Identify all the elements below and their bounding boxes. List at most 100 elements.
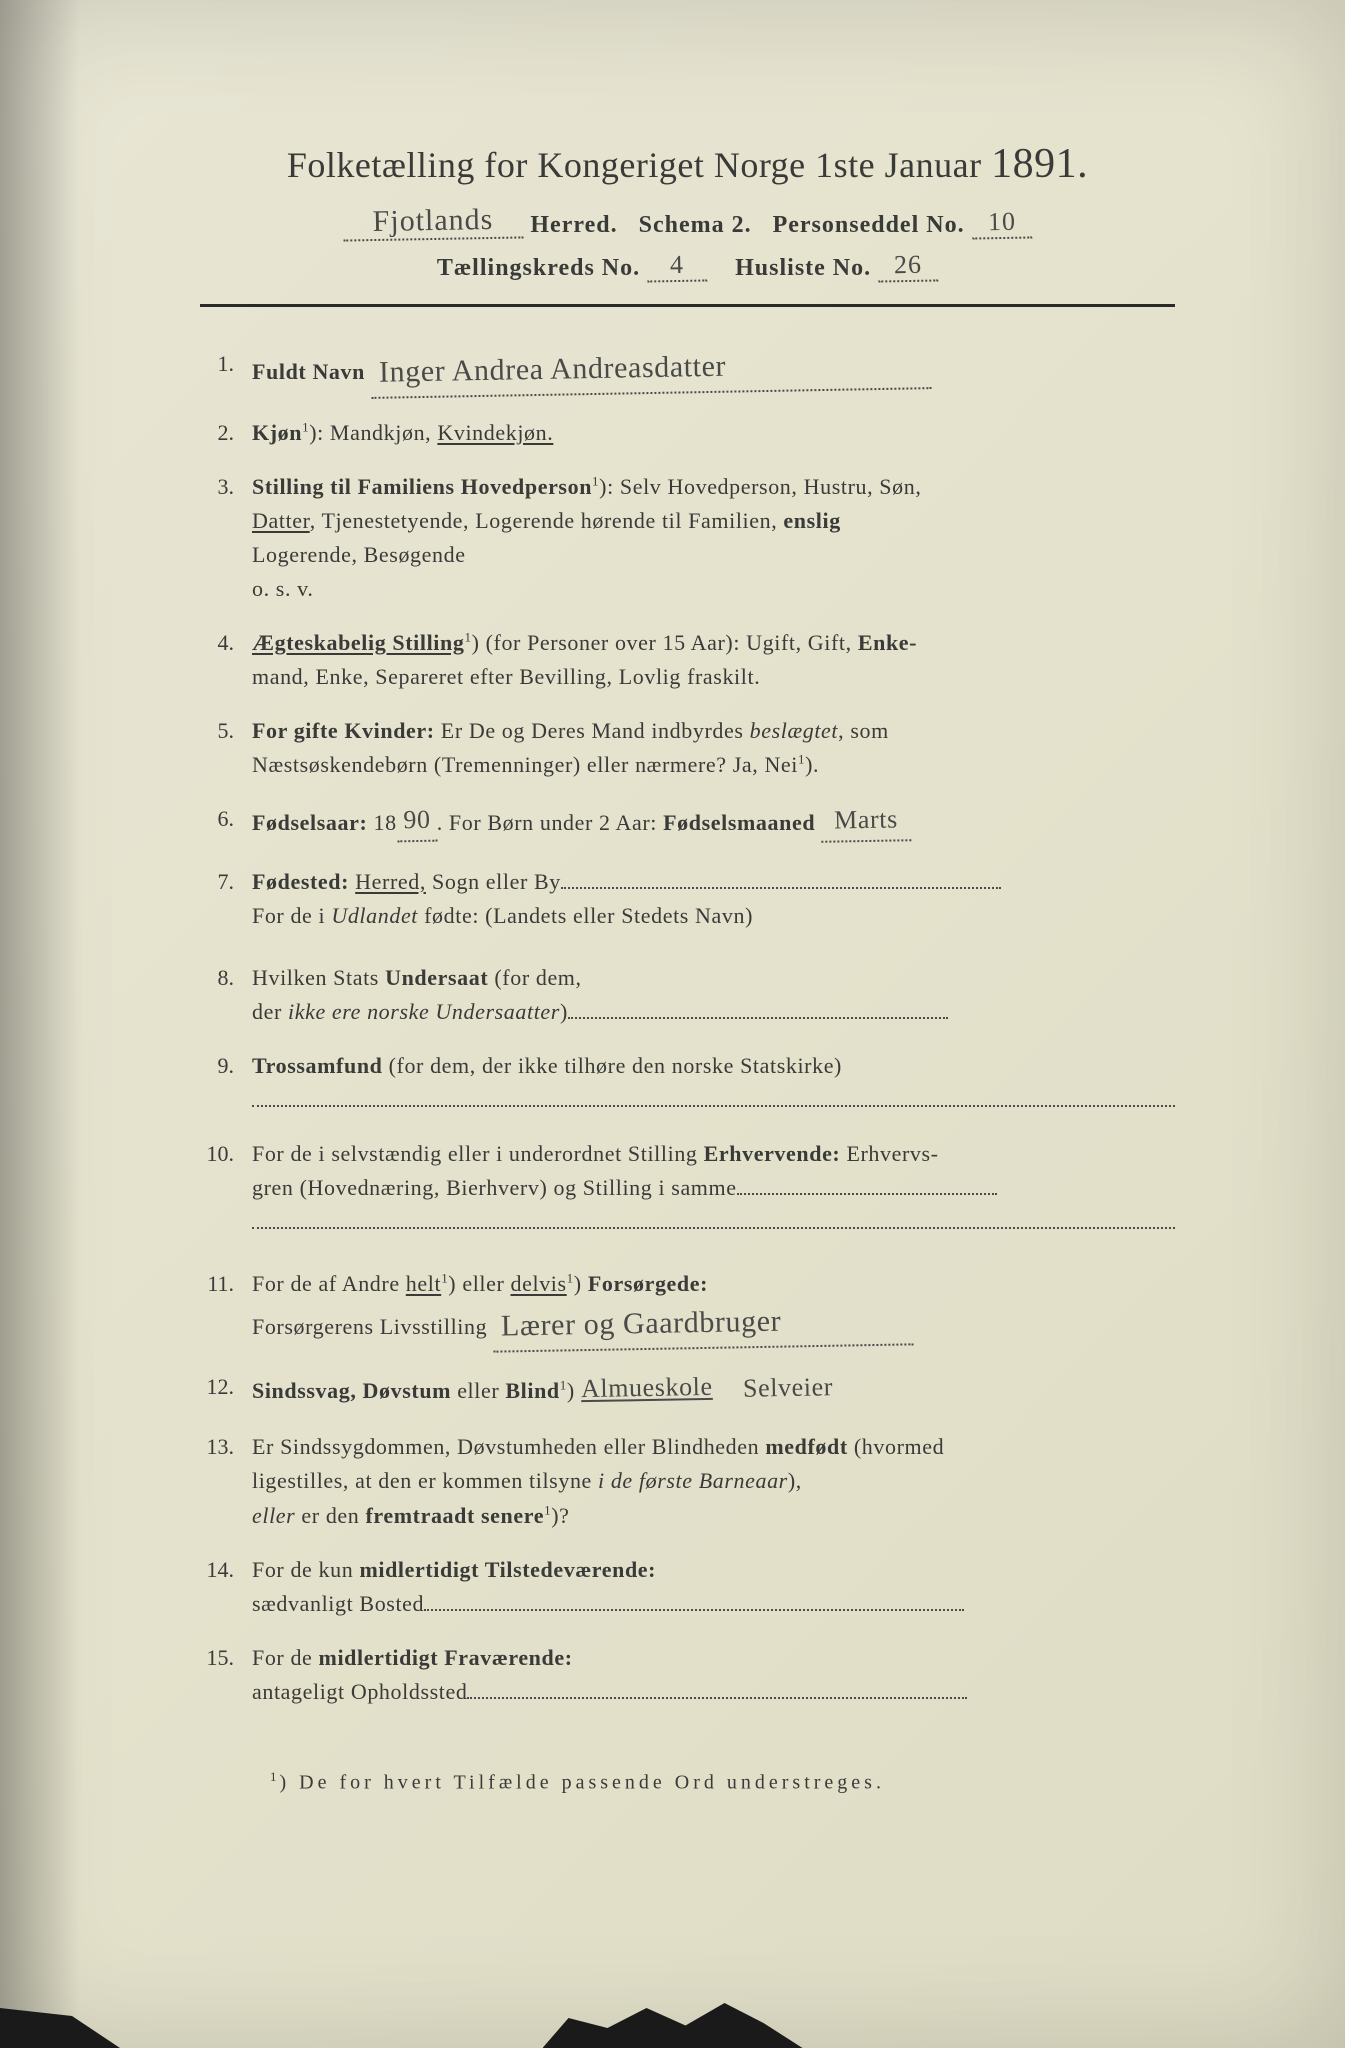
item-10: 10. For de i selvstændig eller i underor… <box>200 1137 1175 1239</box>
l1b: , som <box>838 718 889 743</box>
fullname-hw: Inger Andrea Andreasdatter <box>371 340 932 398</box>
num: 9. <box>200 1049 252 1083</box>
husliste-label: Husliste No. <box>735 255 871 281</box>
label2: Fødselsmaaned <box>663 810 815 835</box>
subline-1: Fjotlands Herred. Schema 2. Personseddel… <box>200 206 1175 242</box>
body: Sindssvag, Døvstum eller Blind1) Almuesk… <box>252 1370 1175 1410</box>
body: Hvilken Stats Undersaat (for dem, der ik… <box>252 961 1175 1029</box>
mid: . For Børn under 2 Aar: <box>437 810 663 835</box>
it: ikke ere norske Undersaatter <box>288 999 560 1024</box>
m1: ) eller <box>448 1271 510 1296</box>
footnote: 1) De for hvert Tilfælde passende Ord un… <box>200 1769 1175 1795</box>
b1: midlertidigt Fraværende: <box>319 1645 573 1670</box>
person-label: Personseddel No. <box>773 212 965 238</box>
l2a: ligestilles, at den er kommen tilsyne <box>252 1468 598 1493</box>
underlined: Kvindekjøn. <box>437 420 553 445</box>
month-hw: Marts <box>821 800 912 844</box>
line2: , Tjenestetyende, Logerende hørende til … <box>310 508 784 533</box>
b1: Erhvervende: <box>704 1141 841 1166</box>
u1: Datter <box>252 508 310 533</box>
label: Fuldt Navn <box>252 359 365 384</box>
provider-hw: Lærer og Gaardbruger <box>493 1296 914 1352</box>
year-hw: 90 <box>396 800 437 843</box>
num: 12. <box>200 1370 252 1404</box>
lbl: Undersaat <box>385 965 488 990</box>
l2b: ) <box>560 999 568 1024</box>
hw1: Almueskole <box>581 1367 713 1410</box>
body: For de midlertidigt Fraværende: antageli… <box>252 1641 1175 1709</box>
body: For de af Andre helt1) eller delvis1) Fo… <box>252 1267 1175 1350</box>
line1: ): Selv Hovedperson, Hustru, Søn, <box>599 474 921 499</box>
num: 1. <box>200 347 252 381</box>
l1: (for dem, der ikke tilhøre den norske St… <box>383 1053 842 1078</box>
l1a: Er Sindssygdommen, Døvstumheden eller Bl… <box>252 1434 765 1459</box>
l1: Er De og Deres Mand indbyrdes <box>435 718 750 743</box>
item-4: 4. Ægteskabelig Stilling1) (for Personer… <box>200 626 1175 694</box>
l2a: der <box>252 999 288 1024</box>
document-page: Folketælling for Kongeriget Norge 1ste J… <box>0 0 1345 2048</box>
line3: Logerende, Besøgende <box>252 542 466 567</box>
u2: delvis <box>511 1271 567 1296</box>
blank <box>424 1593 964 1611</box>
title-prefix: Folketælling for Kongeriget Norge 1ste J… <box>287 145 982 185</box>
l1: Sogn eller By <box>426 869 561 894</box>
item-15: 15. For de midlertidigt Fraværende: anta… <box>200 1641 1175 1709</box>
l2: antageligt Opholdssted <box>252 1679 467 1704</box>
schema-label: Schema 2. <box>639 212 752 238</box>
u1: helt <box>406 1271 441 1296</box>
l3b: er den <box>295 1503 365 1528</box>
label: For gifte Kvinder: <box>252 718 435 743</box>
bold1: Enke- <box>858 630 917 655</box>
num: 3. <box>200 470 252 504</box>
label: Kjøn <box>252 420 302 445</box>
l2b: ). <box>805 752 819 777</box>
rest: ): Mandkjøn, <box>309 420 437 445</box>
sup: 1 <box>464 630 471 645</box>
blank <box>737 1177 997 1195</box>
l1b: Erhvervs- <box>840 1141 938 1166</box>
l1b: (hvormed <box>848 1434 944 1459</box>
item-11: 11. For de af Andre helt1) eller delvis1… <box>200 1267 1175 1350</box>
l1a: For de af Andre <box>252 1271 406 1296</box>
body: Stilling til Familiens Hovedperson1): Se… <box>252 470 1175 606</box>
it2: i de første Barneaar <box>598 1468 788 1493</box>
herred-handwritten: Fjotlands <box>343 202 524 241</box>
subline-2: Tællingskreds No. 4 Husliste No. 26 <box>200 252 1175 284</box>
item-14: 14. For de kun midlertidigt Tilstedevære… <box>200 1553 1175 1621</box>
body: For de kun midlertidigt Tilstedeværende:… <box>252 1553 1175 1621</box>
body: Ægteskabelig Stilling1) (for Personer ov… <box>252 626 1175 694</box>
it: Udlandet <box>331 903 418 928</box>
num: 15. <box>200 1641 252 1675</box>
num: 4. <box>200 626 252 660</box>
l3a: eller <box>252 1503 295 1528</box>
label: Trossamfund <box>252 1053 383 1078</box>
item-1: 1. Fuldt Navn Inger Andrea Andreasdatter <box>200 347 1175 396</box>
num: 7. <box>200 865 252 899</box>
num: 10. <box>200 1137 252 1171</box>
label: Fødested: <box>252 869 349 894</box>
fn-text: ) De for hvert Tilfælde passende Ord und… <box>280 1772 885 1794</box>
b3: fremtraadt senere <box>365 1503 544 1528</box>
label: Fødselsaar: <box>252 810 367 835</box>
num: 14. <box>200 1553 252 1587</box>
it1: beslægtet <box>750 718 839 743</box>
blank <box>561 871 1001 889</box>
line1: ) (for Personer over 15 Aar): Ugift, Gif… <box>472 630 858 655</box>
l2: gren (Hovednæring, Bierhverv) og Stillin… <box>252 1175 737 1200</box>
l3c: )? <box>551 1503 569 1528</box>
hw2: Selveier <box>743 1367 834 1409</box>
l2: Næstsøskendebørn (Tremenninger) eller næ… <box>252 752 798 777</box>
item-3: 3. Stilling til Familiens Hovedperson1):… <box>200 470 1175 606</box>
l1a: Hvilken Stats <box>252 965 385 990</box>
s2: 1 <box>567 1271 574 1286</box>
torn-corner-icon <box>0 2008 120 2048</box>
l2: Forsørgerens Livsstilling <box>252 1314 487 1339</box>
l2b: fødte: (Landets eller Stedets Navn) <box>418 903 753 928</box>
kreds-label: Tællingskreds No. <box>437 255 640 281</box>
l2: sædvanligt Bosted <box>252 1591 424 1616</box>
num: 2. <box>200 416 252 450</box>
b2: Blind <box>505 1378 559 1403</box>
bold2: enslig <box>783 508 840 533</box>
mid: eller <box>451 1378 505 1403</box>
item-7: 7. Fødested: Herred, Sogn eller By For d… <box>200 865 1175 933</box>
